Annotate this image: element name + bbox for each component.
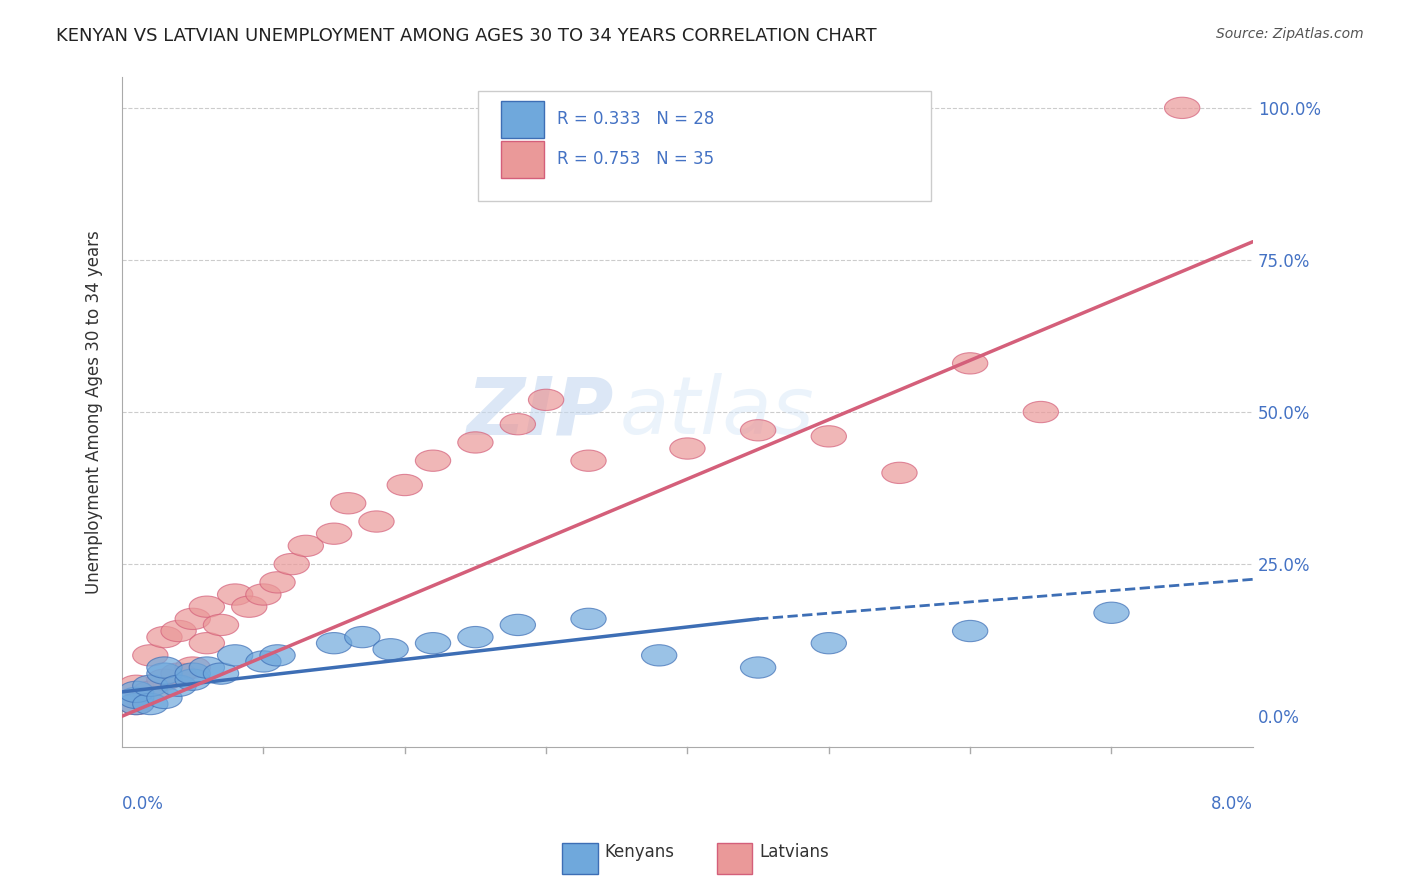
Text: 0.0%: 0.0% bbox=[122, 796, 165, 814]
Ellipse shape bbox=[571, 450, 606, 471]
Ellipse shape bbox=[118, 693, 153, 714]
Ellipse shape bbox=[571, 608, 606, 630]
Text: Source: ZipAtlas.com: Source: ZipAtlas.com bbox=[1216, 27, 1364, 41]
Ellipse shape bbox=[260, 645, 295, 666]
Ellipse shape bbox=[146, 669, 183, 690]
Ellipse shape bbox=[458, 432, 494, 453]
Ellipse shape bbox=[132, 645, 167, 666]
Ellipse shape bbox=[146, 626, 183, 648]
Ellipse shape bbox=[160, 675, 197, 697]
FancyBboxPatch shape bbox=[501, 101, 544, 137]
Ellipse shape bbox=[501, 414, 536, 434]
Ellipse shape bbox=[246, 584, 281, 605]
Ellipse shape bbox=[176, 608, 211, 630]
Ellipse shape bbox=[344, 626, 380, 648]
Ellipse shape bbox=[359, 511, 394, 533]
Ellipse shape bbox=[218, 584, 253, 605]
Ellipse shape bbox=[176, 663, 211, 684]
Ellipse shape bbox=[160, 663, 197, 684]
Ellipse shape bbox=[176, 657, 211, 678]
Text: KENYAN VS LATVIAN UNEMPLOYMENT AMONG AGES 30 TO 34 YEARS CORRELATION CHART: KENYAN VS LATVIAN UNEMPLOYMENT AMONG AGE… bbox=[56, 27, 877, 45]
Text: ZIP: ZIP bbox=[467, 373, 614, 451]
Text: 8.0%: 8.0% bbox=[1211, 796, 1253, 814]
Ellipse shape bbox=[952, 620, 988, 641]
Ellipse shape bbox=[641, 645, 676, 666]
Ellipse shape bbox=[146, 657, 183, 678]
Ellipse shape bbox=[741, 419, 776, 441]
Ellipse shape bbox=[415, 632, 451, 654]
Ellipse shape bbox=[288, 535, 323, 557]
Ellipse shape bbox=[232, 596, 267, 617]
Ellipse shape bbox=[118, 675, 153, 697]
Ellipse shape bbox=[146, 663, 183, 684]
Ellipse shape bbox=[1164, 97, 1199, 119]
Ellipse shape bbox=[882, 462, 917, 483]
Ellipse shape bbox=[1024, 401, 1059, 423]
Ellipse shape bbox=[246, 651, 281, 672]
Text: R = 0.333   N = 28: R = 0.333 N = 28 bbox=[557, 110, 714, 128]
Ellipse shape bbox=[316, 523, 352, 544]
FancyBboxPatch shape bbox=[501, 141, 544, 178]
Ellipse shape bbox=[118, 681, 153, 703]
Text: atlas: atlas bbox=[620, 373, 814, 451]
Ellipse shape bbox=[146, 688, 183, 708]
Ellipse shape bbox=[952, 352, 988, 374]
Ellipse shape bbox=[811, 425, 846, 447]
Text: R = 0.753   N = 35: R = 0.753 N = 35 bbox=[557, 150, 714, 168]
Ellipse shape bbox=[190, 596, 225, 617]
Ellipse shape bbox=[132, 681, 167, 703]
Ellipse shape bbox=[204, 615, 239, 636]
Ellipse shape bbox=[160, 620, 197, 641]
Ellipse shape bbox=[669, 438, 706, 459]
Ellipse shape bbox=[316, 632, 352, 654]
Ellipse shape bbox=[132, 693, 167, 714]
Y-axis label: Unemployment Among Ages 30 to 34 years: Unemployment Among Ages 30 to 34 years bbox=[86, 230, 103, 594]
FancyBboxPatch shape bbox=[478, 91, 931, 202]
Ellipse shape bbox=[501, 615, 536, 636]
Ellipse shape bbox=[458, 626, 494, 648]
Ellipse shape bbox=[118, 688, 153, 708]
Ellipse shape bbox=[330, 492, 366, 514]
Ellipse shape bbox=[387, 475, 422, 496]
Ellipse shape bbox=[811, 632, 846, 654]
Ellipse shape bbox=[373, 639, 408, 660]
Ellipse shape bbox=[190, 657, 225, 678]
Text: Kenyans: Kenyans bbox=[605, 843, 675, 861]
Ellipse shape bbox=[118, 693, 153, 714]
Ellipse shape bbox=[176, 669, 211, 690]
Ellipse shape bbox=[260, 572, 295, 593]
Text: Latvians: Latvians bbox=[759, 843, 830, 861]
Ellipse shape bbox=[1094, 602, 1129, 624]
Ellipse shape bbox=[218, 645, 253, 666]
Ellipse shape bbox=[529, 389, 564, 410]
Ellipse shape bbox=[274, 553, 309, 574]
Ellipse shape bbox=[132, 675, 167, 697]
Ellipse shape bbox=[415, 450, 451, 471]
Ellipse shape bbox=[204, 663, 239, 684]
Ellipse shape bbox=[190, 632, 225, 654]
Ellipse shape bbox=[741, 657, 776, 678]
